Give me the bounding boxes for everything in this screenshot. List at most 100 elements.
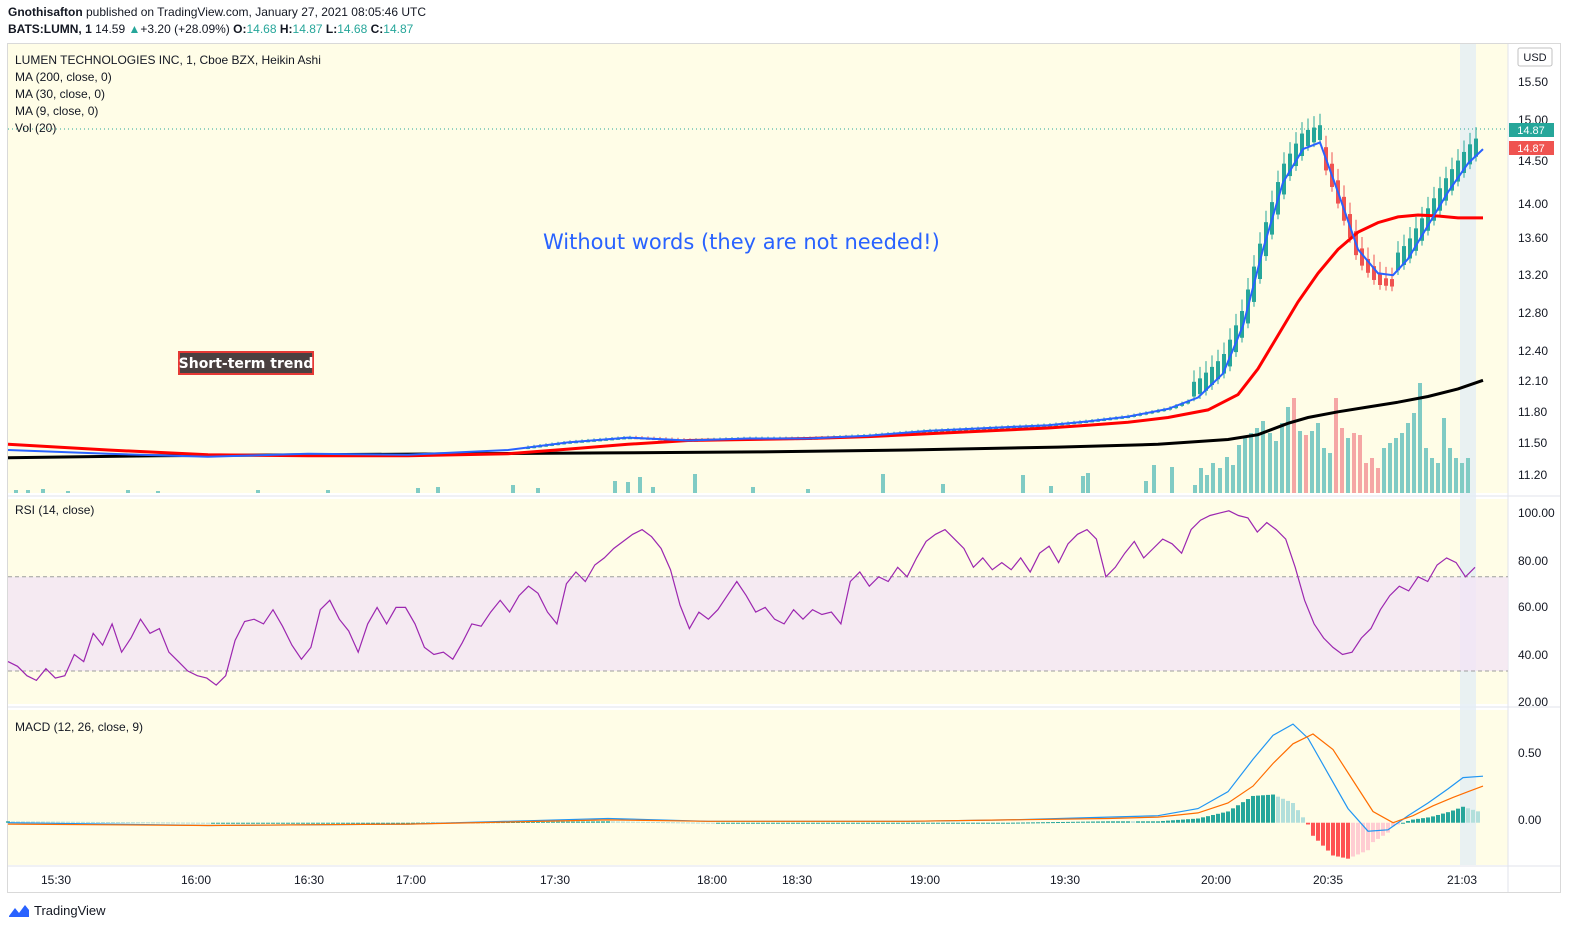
macd-histogram-bar [611, 821, 615, 823]
macd-histogram-bar [1436, 814, 1440, 823]
macd-histogram-bar [551, 821, 555, 823]
legend-rsi[interactable]: RSI (14, close) [15, 503, 94, 517]
macd-histogram-bar [1086, 821, 1090, 823]
macd-histogram-bar [1441, 813, 1445, 823]
volume-bar [1340, 428, 1344, 493]
volume-bar [1298, 431, 1302, 493]
publish-info: published on TradingView.com, January 27… [86, 5, 426, 19]
macd-histogram-bar [1346, 822, 1350, 859]
macd-histogram-bar [1261, 795, 1265, 823]
macd-histogram-bar [1221, 812, 1225, 823]
macd-histogram-bar [711, 822, 715, 824]
macd-histogram-bar [566, 821, 570, 823]
macd-histogram-bar [1266, 794, 1270, 823]
macd-histogram-bar [1201, 817, 1205, 823]
candle-body [1216, 361, 1220, 380]
macd-histogram-bar [1231, 808, 1235, 823]
macd-histogram-bar [1236, 805, 1240, 823]
candle-body [1432, 198, 1436, 221]
headline-annotation[interactable]: Without words (they are not needed!) [543, 230, 940, 254]
close-label: C: [370, 22, 384, 36]
macd-histogram-bar [26, 821, 30, 823]
candle-body [1204, 372, 1208, 391]
macd-histogram-bar [876, 822, 880, 824]
legend-ma9[interactable]: MA (9, close, 0) [15, 104, 98, 118]
volume-bar [1394, 438, 1398, 493]
macd-histogram-bar [81, 821, 85, 823]
macd-histogram-bar [561, 821, 565, 823]
macd-histogram-bar [1001, 822, 1005, 824]
macd-histogram-bar [881, 822, 885, 824]
time-axis-tick: 15:30 [41, 873, 71, 887]
macd-histogram-bar [836, 822, 840, 824]
macd-histogram-bar [721, 822, 725, 824]
legend-vol[interactable]: Vol (20) [15, 121, 56, 135]
macd-histogram-bar [866, 822, 870, 824]
macd-histogram-bar [1106, 821, 1110, 823]
macd-histogram-bar [216, 822, 220, 824]
volume-bar [1406, 423, 1410, 493]
volume-bar [613, 481, 617, 493]
candle-body [1288, 153, 1292, 177]
macd-histogram-bar [91, 821, 95, 823]
macd-histogram-bar [786, 822, 790, 824]
macd-histogram-bar [771, 822, 775, 824]
legend-ma30[interactable]: MA (30, close, 0) [15, 87, 105, 101]
currency-box[interactable] [1517, 47, 1553, 67]
candle-body [1414, 228, 1418, 251]
candle-body [1420, 218, 1424, 241]
macd-histogram-bar [316, 822, 320, 824]
macd-histogram-bar [1036, 822, 1040, 824]
candle-body [1210, 366, 1214, 386]
trend-label-box[interactable] [178, 351, 314, 375]
macd-histogram-bar [101, 821, 105, 823]
chart-frame [7, 43, 1561, 893]
tradingview-logo[interactable]: TradingView [8, 903, 106, 918]
macd-histogram-bar [191, 822, 195, 824]
macd-histogram-bar [521, 821, 525, 823]
macd-histogram-bar [1176, 819, 1180, 823]
macd-histogram-bar [696, 822, 700, 824]
macd-histogram-bar [996, 822, 1000, 824]
volume-bar [1418, 383, 1422, 493]
macd-histogram-bar [1276, 796, 1280, 823]
ma30-line [7, 213, 1483, 458]
price-tag-close [1509, 123, 1554, 137]
macd-histogram-bar [871, 822, 875, 824]
candle-body [1174, 405, 1178, 409]
macd-histogram-bar [181, 822, 185, 824]
macd-histogram-bar [141, 822, 145, 824]
macd-histogram-bar [1041, 822, 1045, 824]
macd-histogram-bar [1471, 809, 1475, 823]
macd-histogram-bar [676, 822, 680, 824]
author-name[interactable]: Gnothisafton [8, 5, 83, 19]
legend-ma200[interactable]: MA (200, close, 0) [15, 70, 112, 84]
price-axis-tick: 14.50 [1518, 154, 1548, 168]
volume-bar [536, 488, 540, 493]
legend-macd[interactable]: MACD (12, 26, close, 9) [15, 720, 143, 734]
macd-histogram-bar [916, 822, 920, 824]
macd-histogram-bar [1356, 822, 1360, 855]
macd-histogram-bar [151, 822, 155, 824]
volume-bar [1086, 473, 1090, 493]
macd-histogram-bar [1351, 822, 1355, 857]
volume-bars [14, 383, 1470, 493]
macd-histogram-bar [341, 822, 345, 824]
low-label: L: [325, 22, 338, 36]
volume-bar [1388, 443, 1392, 493]
candle-body [1396, 252, 1400, 271]
macd-histogram-bar [816, 822, 820, 824]
macd-histogram-bar [646, 821, 650, 823]
macd-histogram-bar [171, 822, 175, 824]
macd-histogram-bar [56, 821, 60, 823]
volume-bar [881, 474, 885, 493]
volume-bar [651, 487, 655, 493]
currency-label: USD [1523, 52, 1546, 64]
macd-histogram-bar [1111, 821, 1115, 823]
macd-histogram-bar [886, 822, 890, 824]
volume-bar [1442, 418, 1446, 493]
close-value: 14.87 [383, 22, 414, 36]
volume-bar [751, 487, 755, 493]
macd-histogram-bar [1146, 821, 1150, 823]
